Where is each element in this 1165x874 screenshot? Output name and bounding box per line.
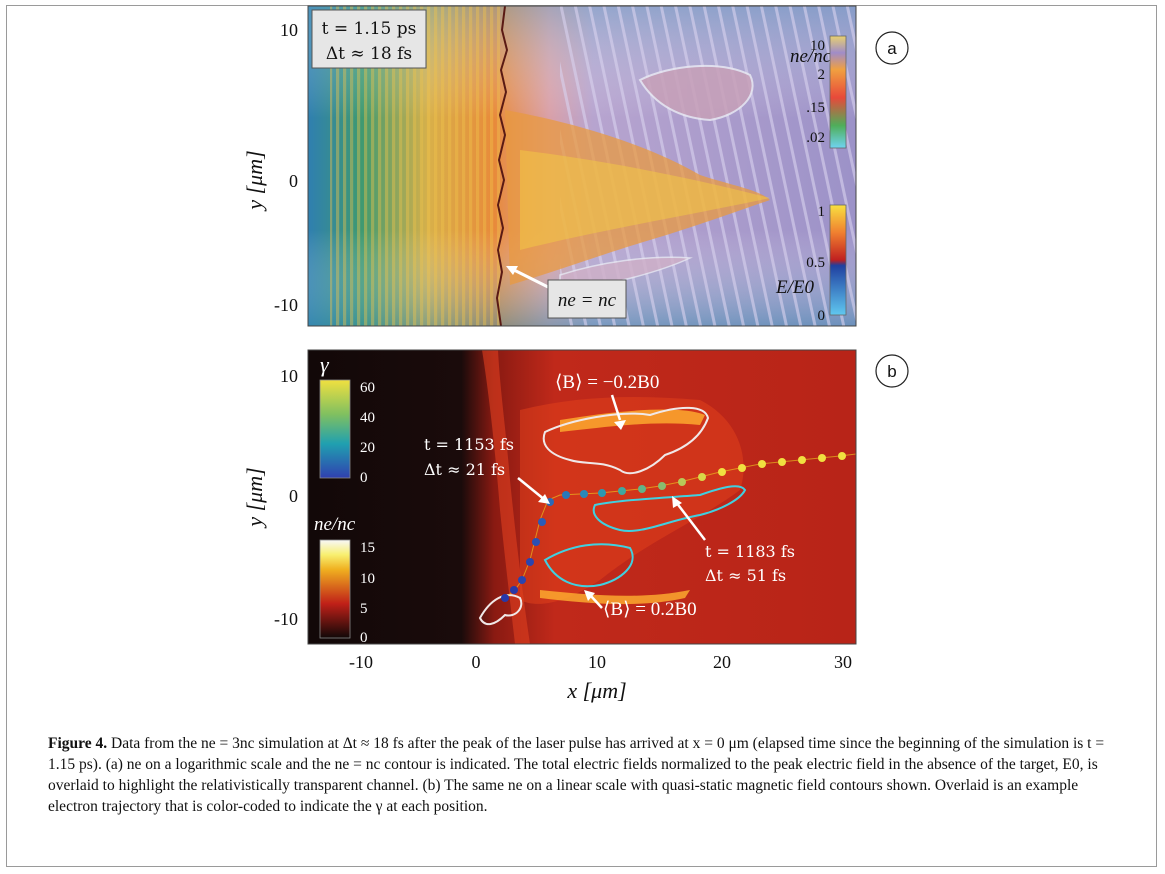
panel-b-ytick-0: 0: [289, 486, 298, 506]
panel-b-negative-b-arrow: [610, 394, 622, 421]
panel-a-field-tick: 0: [818, 308, 826, 324]
panel-b-gamma-tick: 20: [360, 440, 375, 456]
panel-b-xtick: 0: [472, 652, 481, 672]
panel-b-annot1-time: t = 1153 fs: [424, 435, 514, 454]
panel-b-ytick-minus10: -10: [274, 609, 298, 629]
panel-b-positive-b-label: ⟨B⟩ = 0.2B0: [603, 599, 697, 620]
panel-b-negative-b-label: ⟨B⟩ = −0.2B0: [555, 372, 659, 393]
panel-b-annot2-time: t = 1183 fs: [705, 542, 795, 561]
panel-a-density-tick: 10: [810, 38, 825, 54]
panel-b-gamma-colorbar: [319, 379, 351, 479]
panel-b-annot2-dt: Δt ≈ 51 fs: [705, 566, 786, 585]
panel-b-ytick-10: 10: [280, 366, 298, 386]
panel-a-y-ticks: 10 0 -10: [274, 20, 298, 315]
panel-b-front: [482, 350, 530, 644]
panel-b-upper-filament: [560, 409, 705, 432]
panel-a-contour-label: ne = nc: [558, 290, 617, 311]
panel-a-axes-box: [307, 5, 857, 327]
panel-b: 10 0 -10 y [μm] -10 0 10 20 30 x [μm] γ …: [242, 349, 909, 703]
panel-b-density-tick: 0: [360, 630, 368, 646]
panel-a-contour-label-box: [547, 279, 627, 319]
panel-a-channel-core: [520, 150, 770, 250]
panel-b-gamma-tick: 0: [360, 470, 368, 486]
panel-a-field-cb-label: E/E0: [775, 277, 814, 298]
panel-a-critical-contour: [495, 5, 509, 327]
panel-b-x-ticks: -10 0 10 20 30: [349, 652, 852, 672]
panel-a: 10 0 -10 y [μm] t = 1.15 ps Δt ≈ 18 fs n…: [242, 5, 909, 327]
panel-b-x-label: x [μm]: [566, 678, 626, 703]
panel-b-gamma-tick: 40: [360, 410, 375, 426]
panel-a-ytick-minus10: -10: [274, 295, 298, 315]
panel-a-y-label: y [μm]: [242, 150, 267, 211]
panel-a-density-tick: 2: [818, 67, 826, 83]
panel-b-negative-b-arrowhead: [614, 420, 626, 430]
panel-b-y-ticks: 10 0 -10: [274, 366, 298, 629]
panel-b-gamma-cb-label: γ: [320, 352, 330, 377]
panel-b-annot1-arrow: [517, 477, 546, 501]
panel-b-badge-letter: b: [887, 362, 896, 381]
caption-text: Data from the ne = 3nc simulation at Δt …: [48, 735, 1105, 815]
panel-b-annot1-dt: Δt ≈ 21 fs: [424, 460, 505, 479]
panel-b-density-tick: 5: [360, 601, 368, 617]
panel-b-density-tick: 15: [360, 540, 375, 556]
panel-a-badge-letter: a: [887, 39, 897, 58]
panel-b-negative-b-contour: [542, 406, 710, 475]
panel-a-density-tick: .02: [806, 130, 825, 146]
panel-b-annot2-arrow: [675, 501, 706, 541]
panel-b-axes-box: [307, 349, 857, 645]
panel-b-positive-b-arrowhead: [584, 590, 595, 601]
panel-b-density-colorbar: [319, 539, 351, 639]
panel-a-density-cb-ticks: 10 2 .15 .02: [806, 38, 825, 146]
panel-a-field-cb-ticks: 1 0.5 0: [806, 204, 825, 324]
panel-b-electron-trajectory: [501, 452, 857, 602]
panel-b-density-cb-ticks: 15 10 5 0: [360, 540, 375, 646]
panel-a-contour-arrow: [509, 266, 549, 289]
panel-a-density-cb-label: ne/nc: [790, 46, 832, 67]
panel-b-gamma-tick: 60: [360, 380, 375, 396]
panel-a-time-text: t = 1.15 ps: [322, 19, 417, 39]
panel-a-upper-blob: [638, 65, 754, 122]
panel-b-annot1-arrowhead: [538, 494, 550, 504]
panel-a-badge: [875, 31, 909, 65]
panel-b-xtick: 30: [834, 652, 852, 672]
panel-a-density-tick: .15: [806, 100, 825, 116]
panel-a-contour-arrowhead: [506, 266, 518, 275]
figure-caption: Figure 4. Data from the ne = 3nc simulat…: [48, 733, 1128, 817]
panel-b-positive-b-arrow: [589, 594, 603, 609]
panel-a-ytick-0: 0: [289, 171, 298, 191]
figure-4: 10 0 -10 y [μm] t = 1.15 ps Δt ≈ 18 fs n…: [242, 5, 909, 703]
panel-b-lower-filament: [540, 590, 690, 605]
panel-a-density-colorbar: [829, 35, 847, 149]
panel-b-xtick: 20: [713, 652, 731, 672]
panel-a-ytick-10: 10: [280, 20, 298, 40]
panel-b-annot2-arrowhead: [672, 496, 682, 508]
panel-b-gamma-cb-ticks: 60 40 20 0: [360, 380, 375, 486]
panel-a-time-box: [311, 9, 427, 69]
panel-b-positive-b-contour: [592, 485, 747, 532]
panel-a-dt-text: Δt ≈ 18 fs: [326, 44, 412, 64]
panel-b-positive-b-contour-2: [543, 543, 634, 588]
caption-figure-label: Figure 4.: [48, 735, 108, 752]
panel-a-field-colorbar: [829, 204, 847, 316]
panel-b-badge: [875, 354, 909, 388]
panel-a-field-tick: 1: [818, 204, 826, 220]
panel-b-y-label: y [μm]: [242, 467, 267, 528]
panel-b-density-cb-label: ne/nc: [314, 514, 356, 535]
panel-b-density-tick: 10: [360, 571, 375, 587]
panel-a-field-tick: 0.5: [806, 255, 825, 271]
panel-b-negative-b-contour-2: [478, 594, 523, 626]
panel-b-xtick: -10: [349, 652, 373, 672]
panel-b-xtick: 10: [588, 652, 606, 672]
